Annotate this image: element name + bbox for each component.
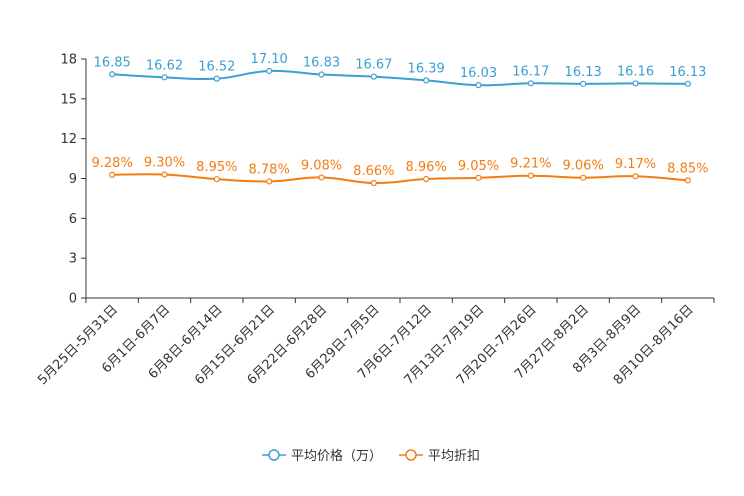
data-label: 8.96% [406,160,447,175]
data-point[interactable] [580,174,587,181]
data-label: 8.78% [249,162,290,177]
legend-marker-icon [268,449,280,461]
data-point[interactable] [423,175,430,183]
series-layer: 16.85 16.62 16.52 17.10 16.83 16.67 16.39 16.03… [92,52,708,187]
data-label: 8.66% [353,164,394,179]
y-tick-label: 15 [60,92,77,107]
y-tick-label: 18 [60,53,77,68]
data-label: 16.62 [146,58,183,73]
y-tick-label: 12 [60,132,77,147]
data-point[interactable] [213,75,220,82]
legend-label: 平均价格（万） [291,448,382,464]
data-label: 9.05% [458,159,499,174]
data-label: 9.17% [615,157,656,172]
legend-label: 平均折扣 [428,449,480,464]
data-point[interactable] [423,77,430,84]
series-line [112,173,688,185]
data-point[interactable] [527,80,534,87]
data-label: 16.16 [617,64,654,79]
y-tick-label: 3 [69,252,77,267]
series-average-price: 16.85 16.62 16.52 17.10 16.83 16.67 16.39 16.03… [94,52,706,89]
data-label: 9.28% [92,156,133,171]
data-label: 16.03 [460,66,497,81]
data-point[interactable] [266,67,273,75]
data-point[interactable] [632,173,639,180]
data-point[interactable] [475,174,482,181]
data-point[interactable] [161,74,168,81]
x-axis: 5月25日-5月31日6月1日-6月7日6月8日-6月14日6月15日-6月21… [35,297,715,388]
y-axis: 0 3 6 9 12 15 18 [60,53,87,307]
legend-item[interactable]: 平均折扣 [399,449,480,464]
data-label: 9.30% [144,156,185,171]
data-label: 16.83 [303,56,340,71]
data-point[interactable] [475,82,482,89]
legend-marker-icon [405,449,417,461]
data-point[interactable] [527,172,534,179]
data-point[interactable] [370,179,377,187]
data-point[interactable] [161,171,168,178]
legend: 平均价格（万） 平均折扣 [262,448,480,464]
data-point[interactable] [318,71,325,78]
data-label: 16.39 [408,61,445,76]
data-point[interactable] [266,178,273,185]
legend-item[interactable]: 平均价格（万） [262,448,382,464]
series-average-discount: 9.28% 9.30% 8.95% 8.78% 9.08% 8.66% 8.96% 9.05%… [92,156,708,187]
series-line [112,69,688,87]
data-label: 16.17 [512,64,549,79]
data-label: 17.10 [251,52,288,67]
data-label: 9.06% [563,159,604,174]
data-point[interactable] [318,174,325,181]
data-point[interactable] [684,177,691,184]
data-label: 16.13 [565,65,602,80]
data-point[interactable] [684,80,691,87]
data-point[interactable] [109,171,116,178]
data-label: 16.52 [198,60,235,75]
y-tick-label: 6 [69,212,77,227]
y-tick-label: 0 [69,292,77,307]
data-label: 8.85% [667,161,708,176]
data-label: 8.95% [196,160,237,175]
data-point[interactable] [370,73,377,80]
data-label: 16.85 [94,55,131,70]
data-point[interactable] [213,176,220,183]
data-label: 16.67 [355,58,392,73]
data-point[interactable] [580,80,587,87]
data-label: 9.21% [510,157,551,172]
y-tick-label: 9 [69,172,77,187]
data-point[interactable] [632,80,639,87]
data-label: 9.08% [301,158,342,173]
data-point[interactable] [109,71,116,78]
data-label: 16.13 [669,65,706,80]
